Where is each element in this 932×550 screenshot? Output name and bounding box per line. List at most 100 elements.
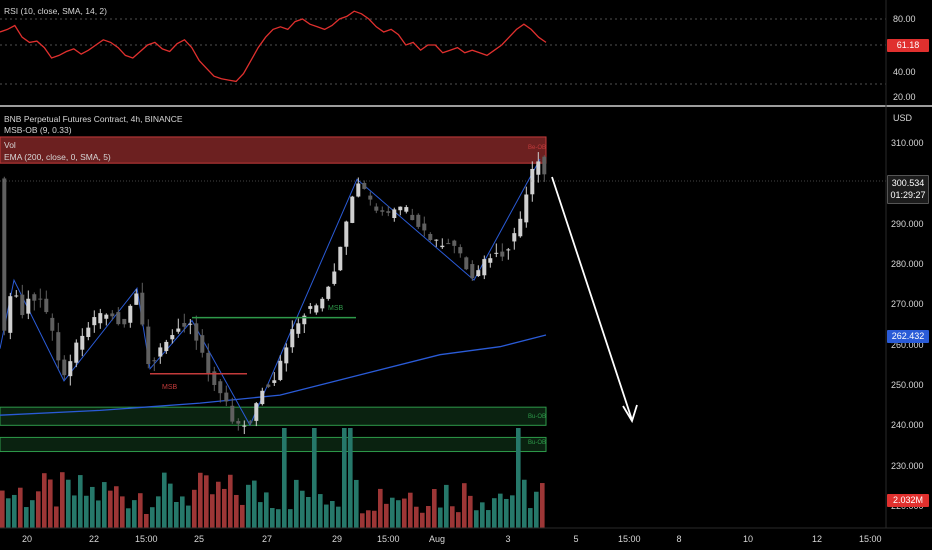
candle-body: [428, 233, 433, 240]
candle-body: [320, 298, 325, 309]
rsi-legend[interactable]: RSI (10, close, SMA, 14, 2): [4, 6, 107, 16]
volume-bar: [240, 504, 245, 528]
candle-body: [326, 286, 331, 299]
time-axis-tick: Aug: [428, 534, 445, 544]
volume-bar: [270, 508, 275, 528]
volume-bar: [66, 479, 71, 528]
candle-body: [116, 312, 121, 325]
volume-bar: [276, 509, 281, 528]
volume-bar: [42, 473, 47, 528]
candle-body: [104, 314, 109, 319]
volume-bar: [480, 502, 485, 528]
volume-bar: [504, 498, 509, 528]
volume-bar: [396, 500, 401, 528]
volume-bar: [36, 491, 41, 528]
candle-body: [284, 347, 289, 364]
volume-bar: [186, 505, 191, 528]
candle-body: [98, 313, 103, 324]
candle-body: [404, 207, 409, 212]
ema-indicator-legend[interactable]: EMA (200, close, 0, SMA, 5): [4, 152, 111, 162]
volume-bar: [366, 510, 371, 528]
volume-bar: [408, 492, 413, 528]
candle-body: [20, 294, 25, 316]
volume-bar: [294, 479, 299, 528]
volume-bar: [162, 472, 167, 528]
candle-body: [482, 259, 487, 276]
candle-body: [128, 305, 133, 323]
msb-ob-indicator-legend[interactable]: MSB-OB (9, 0.33): [4, 125, 72, 135]
candle-body: [374, 206, 379, 211]
volume-bar: [54, 506, 59, 528]
volume-bar: [318, 494, 323, 528]
candle-body: [248, 421, 253, 423]
rsi-line: [0, 10, 547, 83]
candle-body: [236, 421, 241, 424]
volume-bar: [288, 509, 293, 528]
volume-bar: [516, 428, 521, 528]
candle-body: [512, 233, 517, 242]
msb-zigzag-line: [0, 158, 541, 427]
volume-bar: [378, 488, 383, 528]
candle-body: [362, 182, 367, 189]
candle-body: [380, 210, 385, 212]
volume-bar: [30, 500, 35, 528]
volume-bar: [108, 490, 113, 528]
candle-body: [134, 293, 139, 305]
volume-bar: [420, 512, 425, 528]
time-axis-tick: 3: [505, 534, 511, 544]
volume-bar: [342, 428, 347, 528]
volume-bar: [522, 479, 527, 528]
current-price-value: 300.534: [891, 178, 925, 188]
candle-body: [260, 390, 265, 405]
current-price-badge: 300.534 01:29:27: [887, 175, 929, 204]
msb-label-upper: MSB: [328, 305, 344, 312]
volume-bar: [96, 500, 101, 528]
volume-bar: [336, 506, 341, 528]
ema-value-badge: 262.432: [887, 330, 929, 343]
candle-body: [356, 183, 361, 197]
volume-bar: [432, 489, 437, 528]
candle-body: [440, 245, 445, 248]
volume-indicator-legend[interactable]: Vol: [4, 140, 16, 150]
candle-body: [542, 156, 547, 175]
forecast-arrow[interactable]: [551, 176, 638, 424]
candle-body: [386, 211, 391, 213]
volume-bar: [204, 475, 209, 528]
candle-body: [230, 405, 235, 422]
candle-body: [308, 306, 313, 309]
time-axis-tick: 29: [331, 534, 342, 544]
volume-bar: [48, 479, 53, 528]
symbol-title[interactable]: BNB Perpetual Futures Contract, 4h, BINA…: [4, 114, 183, 124]
candle-body: [452, 240, 457, 246]
volume-bar: [444, 484, 449, 528]
candle-body: [290, 329, 295, 348]
candle-body: [80, 335, 85, 350]
price-tick-270: 270.000: [891, 299, 924, 309]
volume-bar: [492, 498, 497, 528]
candle-body: [242, 425, 247, 427]
price-tick-250: 250.000: [891, 380, 924, 390]
volume-bar: [222, 488, 227, 528]
volume-bar: [384, 503, 389, 528]
volume-value-badge: 2.032M: [887, 494, 929, 507]
volume-bar: [90, 486, 95, 528]
bull-ob-label-1: Bu-OB: [528, 414, 547, 420]
candle-body: [338, 246, 343, 271]
rsi-grid: [0, 18, 886, 85]
candle-body: [536, 161, 541, 175]
candle-body: [206, 352, 211, 374]
volume-bar: [258, 502, 263, 528]
candle-body: [278, 360, 283, 380]
time-axis-tick: 15:00: [618, 534, 641, 544]
candle-body: [398, 206, 403, 211]
volume-bar: [306, 497, 311, 528]
candle-body: [62, 359, 67, 376]
candle-body: [254, 403, 259, 421]
volume-bar: [102, 482, 107, 528]
volume-bar: [402, 498, 407, 528]
candle-body: [26, 298, 31, 314]
ema-200-line: [0, 334, 547, 416]
volume-bar: [330, 501, 335, 528]
volume-bar: [126, 508, 131, 528]
